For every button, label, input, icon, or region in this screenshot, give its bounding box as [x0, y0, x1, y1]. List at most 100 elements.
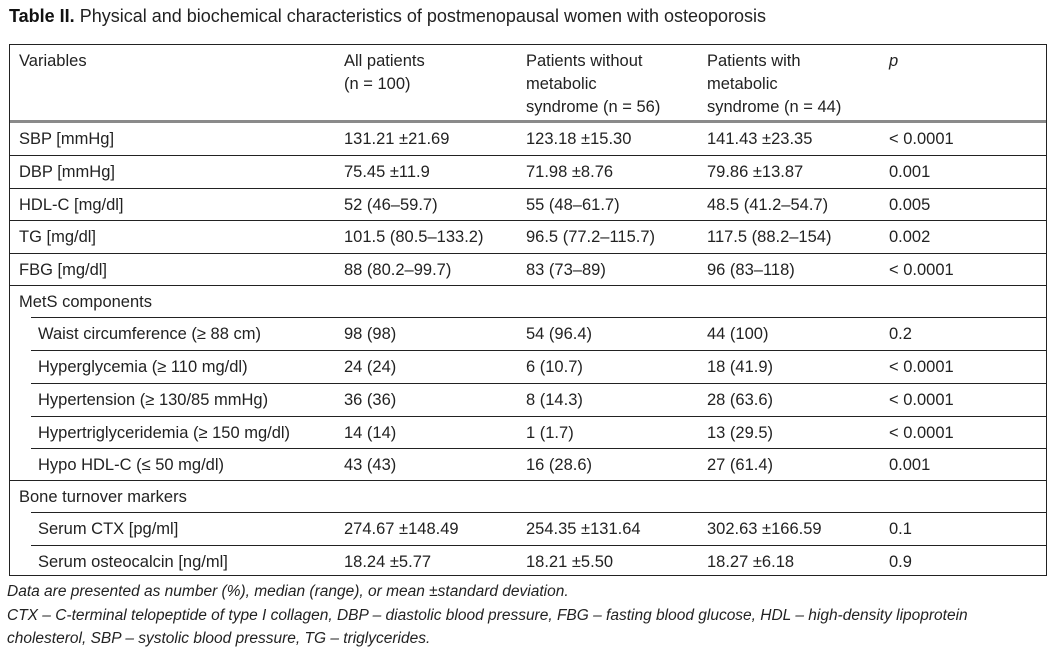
row-label: Hyperglycemia (≥ 110 mg/dl): [38, 358, 248, 376]
table-cell: 52 (46–59.7): [344, 196, 438, 214]
table-cell: 88 (80.2–99.7): [344, 261, 452, 279]
row-divider: [31, 416, 1046, 417]
table-row: Hyperglycemia (≥ 110 mg/dl) 24 (24) 6 (10.…: [10, 351, 1046, 384]
row-label: FBG [mg/dl]: [19, 261, 108, 279]
table-cell: 36 (36): [344, 391, 397, 409]
header-line: metabolic: [526, 75, 597, 93]
table-cell: 28 (63.6): [707, 391, 774, 409]
table-row: DBP [mmHg] 75.45 ±11.9 71.98 ±8.76 79.86 ±1…: [10, 156, 1046, 189]
row-divider: [31, 448, 1046, 449]
row-label: SBP [mmHg]: [19, 130, 115, 148]
table-cell: 44 (100): [707, 325, 769, 343]
table-cell: 79.86 ±13.87: [707, 163, 804, 181]
table-label: Table II.: [9, 6, 75, 26]
row-label: TG [mg/dl]: [19, 228, 97, 246]
table-cell: 83 (73–89): [526, 261, 606, 279]
table-title: Table II. Physical and biochemical chara…: [9, 6, 766, 27]
footnote-1: Data are presented as number (%), median…: [7, 583, 569, 600]
row-divider: [31, 317, 1046, 318]
table-cell: 14 (14): [344, 424, 397, 442]
header-line: metabolic: [707, 75, 778, 93]
table-cell: 75.45 ±11.9: [344, 163, 430, 181]
table-cell: < 0.0001: [889, 130, 954, 148]
table-cell: 123.18 ±15.30: [526, 130, 632, 148]
row-divider: [10, 220, 1046, 221]
table-cell: 43 (43): [344, 456, 397, 474]
row-divider: [10, 285, 1046, 286]
table-cell: < 0.0001: [889, 261, 954, 279]
row-divider: [31, 350, 1046, 351]
row-divider: [31, 512, 1046, 513]
table-row: Hypo HDL-C (≤ 50 mg/dl) 43 (43) 16 (28.6) 2…: [10, 449, 1046, 481]
table-cell: 131.21 ±21.69: [344, 130, 450, 148]
row-label: Serum osteocalcin [ng/ml]: [38, 553, 228, 571]
table-cell: 0.001: [889, 163, 931, 181]
footnote-3: cholesterol, SBP – systolic blood pressu…: [7, 630, 431, 647]
table-cell: 117.5 (88.2–154): [707, 228, 832, 246]
table-row: Hypertension (≥ 130/85 mmHg) 36 (36) 8 (14…: [10, 384, 1046, 417]
header-line: (n = 100): [344, 75, 411, 93]
table-cell: 6 (10.7): [526, 358, 583, 376]
row-divider: [31, 383, 1046, 384]
table-cell: 8 (14.3): [526, 391, 583, 409]
table-row: Hypertriglyceridemia (≥ 150 mg/dl) 14 (14…: [10, 417, 1046, 449]
header-p: p: [889, 50, 898, 73]
header-without-mets: Patients without metabolic syndrome (n = 5…: [526, 50, 660, 119]
table-cell: 0.1: [889, 520, 912, 538]
table-cell: 18 (41.9): [707, 358, 774, 376]
row-label: Serum CTX [pg/ml]: [38, 520, 179, 538]
data-table: Variables All patients (n = 100) Patients w…: [9, 44, 1047, 576]
table-caption: Physical and biochemical characteristics…: [79, 6, 767, 26]
table-cell: 0.2: [889, 325, 912, 343]
table-row: HDL-C [mg/dl] 52 (46–59.7) 55 (48–61.7) 48.…: [10, 189, 1046, 221]
header-line: All patients: [344, 52, 425, 70]
header-line: Patients without: [526, 52, 643, 70]
table-cell: 254.35 ±131.64: [526, 520, 641, 538]
header-variables: Variables: [19, 50, 87, 73]
row-divider: [10, 480, 1046, 481]
table-row: Waist circumference (≥ 88 cm) 98 (98) 54 (…: [10, 318, 1046, 351]
table-cell: 1 (1.7): [526, 424, 574, 442]
table-cell: 141.43 ±23.35: [707, 130, 813, 148]
row-divider: [31, 545, 1046, 546]
header-line: syndrome (n = 44): [707, 98, 842, 116]
table-cell: 96 (83–118): [707, 261, 795, 279]
header-all-patients: All patients (n = 100): [344, 50, 425, 96]
table-cell: 24 (24): [344, 358, 397, 376]
row-label: DBP [mmHg]: [19, 163, 115, 181]
table-cell: 71.98 ±8.76: [526, 163, 614, 181]
footnote-2: CTX – C-terminal telopeptide of type I c…: [7, 607, 968, 624]
row-divider: [10, 188, 1046, 189]
header-line: Variables: [19, 52, 87, 70]
row-label: Bone turnover markers: [19, 488, 187, 506]
table-cell: < 0.0001: [889, 391, 954, 409]
header-line: p: [889, 52, 899, 70]
header-with-mets: Patients with metabolic syndrome (n = 44): [707, 50, 841, 119]
table-header: Variables All patients (n = 100) Patients w…: [10, 45, 1046, 123]
row-label: Hypertension (≥ 130/85 mmHg): [38, 391, 269, 409]
table-cell: 0.9: [889, 553, 912, 571]
row-label: MetS components: [19, 293, 152, 311]
table-cell: 0.001: [889, 456, 931, 474]
table-cell: 18.27 ±6.18: [707, 553, 795, 571]
header-line: syndrome (n = 56): [526, 98, 661, 116]
table-cell: 16 (28.6): [526, 456, 593, 474]
table-cell: 18.21 ±5.50: [526, 553, 614, 571]
table-cell: 0.002: [889, 228, 931, 246]
section-row: MetS components: [10, 286, 1046, 318]
table-row: SBP [mmHg] 131.21 ±21.69 123.18 ±15.30 141.…: [10, 123, 1046, 156]
table-cell: 98 (98): [344, 325, 397, 343]
row-divider: [10, 253, 1046, 254]
row-label: HDL-C [mg/dl]: [19, 196, 124, 214]
table-cell: 48.5 (41.2–54.7): [707, 196, 829, 214]
row-label: Waist circumference (≥ 88 cm): [38, 325, 261, 343]
table-cell: 0.005: [889, 196, 931, 214]
row-divider: [10, 155, 1046, 156]
row-label: Hypertriglyceridemia (≥ 150 mg/dl): [38, 424, 291, 442]
table-cell: 18.24 ±5.77: [344, 553, 432, 571]
table-cell: 274.67 ±148.49: [344, 520, 459, 538]
table-cell: 54 (96.4): [526, 325, 593, 343]
table-cell: 302.63 ±166.59: [707, 520, 822, 538]
table-cell: 96.5 (77.2–115.7): [526, 228, 656, 246]
section-row: Bone turnover markers: [10, 481, 1046, 513]
